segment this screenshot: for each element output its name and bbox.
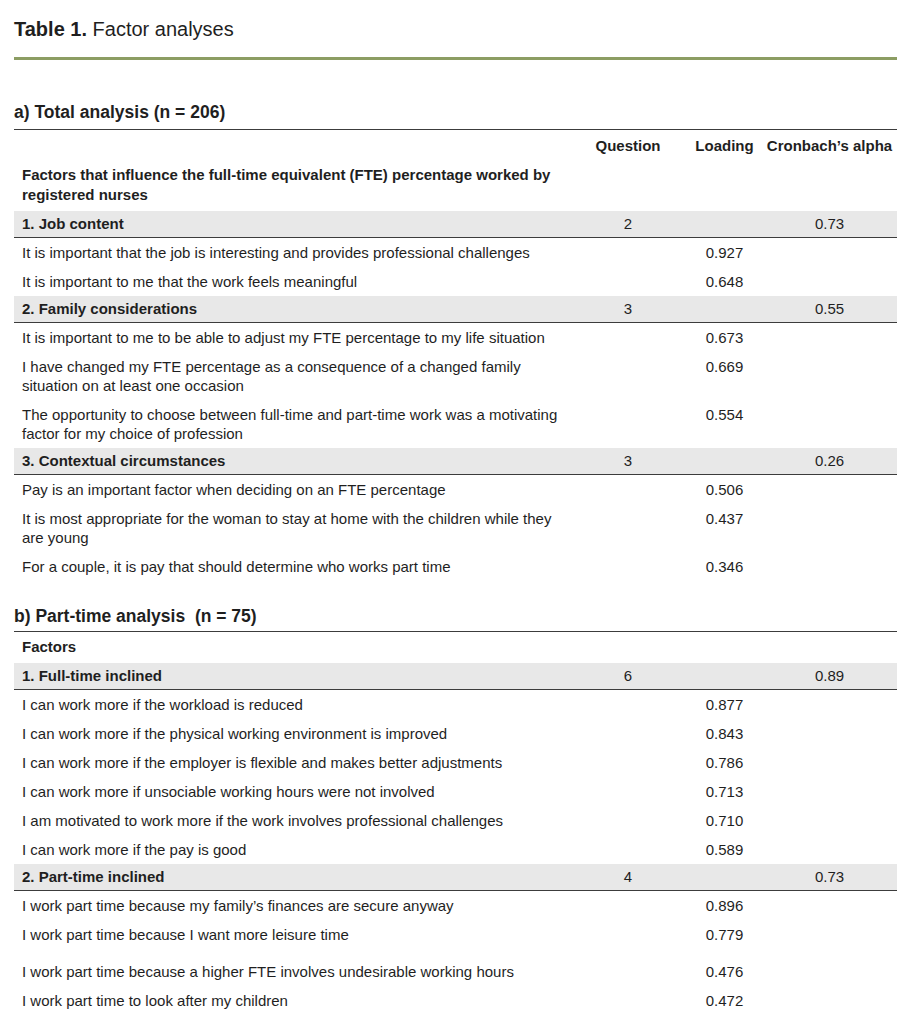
factor-question-count: 3 bbox=[569, 448, 687, 475]
item-loading: 0.896 bbox=[687, 891, 762, 921]
item-row: For a couple, it is pay that should dete… bbox=[14, 552, 897, 581]
table-subheading: Factors that influence the full-time equ… bbox=[22, 165, 574, 205]
item-row: I can work more if the employer is flexi… bbox=[14, 748, 897, 777]
item-loading: 0.589 bbox=[687, 835, 762, 864]
item-loading: 0.346 bbox=[687, 552, 762, 581]
factor-name: 1. Job content bbox=[14, 211, 569, 238]
item-row: It is important that the job is interest… bbox=[14, 238, 897, 268]
item-text: I can work more if the workload is reduc… bbox=[14, 690, 569, 720]
item-row: I work part time because my family’s fin… bbox=[14, 891, 897, 921]
total-analysis-table: Question Loading Cronbach’s alpha Factor… bbox=[14, 129, 897, 581]
factor-question-count: 4 bbox=[569, 864, 687, 891]
item-text: I can work more if the pay is good bbox=[14, 835, 569, 864]
factor-row: 2. Part-time inclined 4 0.73 bbox=[14, 864, 897, 891]
factor-row: 1. Job content 2 0.73 bbox=[14, 211, 897, 238]
table-subheading-row: Factors bbox=[14, 632, 897, 664]
item-loading: 0.472 bbox=[687, 986, 762, 1015]
item-text: I am motivated to work more if the work … bbox=[14, 806, 569, 835]
item-text: I work part time because I want more lei… bbox=[14, 920, 569, 949]
column-header-row: Question Loading Cronbach’s alpha bbox=[14, 130, 897, 161]
item-text: I can work more if the physical working … bbox=[14, 719, 569, 748]
item-text: I can work more if the employer is flexi… bbox=[14, 748, 569, 777]
item-text: I have changed my FTE percentage as a co… bbox=[14, 352, 569, 400]
item-text: It is most appropriate for the woman to … bbox=[14, 504, 569, 552]
item-text: Pay is an important factor when deciding… bbox=[14, 475, 569, 505]
item-text: For a couple, it is pay that should dete… bbox=[14, 552, 569, 581]
item-loading: 0.476 bbox=[687, 949, 762, 986]
factor-name: 3. Contextual circumstances bbox=[14, 448, 569, 475]
item-row: I am motivated to work more if the work … bbox=[14, 806, 897, 835]
table-subheading: Factors bbox=[22, 637, 889, 657]
factor-question-count: 2 bbox=[569, 211, 687, 238]
factor-name: 2. Family considerations bbox=[14, 296, 569, 323]
factor-question-count: 6 bbox=[569, 663, 687, 690]
item-text: I work part time because my family’s fin… bbox=[14, 891, 569, 921]
item-row: Pay is an important factor when deciding… bbox=[14, 475, 897, 505]
item-loading: 0.710 bbox=[687, 806, 762, 835]
factor-cronbach-alpha: 0.73 bbox=[762, 211, 897, 238]
table-number-label: Table 1. bbox=[14, 18, 87, 40]
page: Table 1. Factor analyses a) Total analys… bbox=[0, 0, 911, 1024]
item-loading: 0.506 bbox=[687, 475, 762, 505]
item-row: I have changed my FTE percentage as a co… bbox=[14, 352, 897, 400]
question-column-header: Question bbox=[569, 130, 687, 161]
table-title-text: Factor analyses bbox=[87, 18, 234, 40]
item-row: I can work more if the physical working … bbox=[14, 719, 897, 748]
factor-cronbach-alpha: 0.55 bbox=[762, 296, 897, 323]
table-subheading-row: Factors that influence the full-time equ… bbox=[14, 160, 897, 211]
section-total-analysis: a) Total analysis (n = 206) Question Loa… bbox=[14, 100, 897, 581]
statement-column-header bbox=[14, 130, 569, 161]
item-text: It is important to me to be able to adju… bbox=[14, 323, 569, 353]
item-row: I work part time because I want more lei… bbox=[14, 920, 897, 949]
item-loading: 0.673 bbox=[687, 323, 762, 353]
factor-row: 1. Full-time inclined 6 0.89 bbox=[14, 663, 897, 690]
factor-name: 2. Part-time inclined bbox=[14, 864, 569, 891]
item-loading: 0.554 bbox=[687, 400, 762, 448]
item-loading: 0.779 bbox=[687, 920, 762, 949]
item-loading: 0.437 bbox=[687, 504, 762, 552]
section-b-heading: b) Part-time analysis (n = 75) bbox=[14, 604, 897, 628]
item-row: The opportunity to choose between full-t… bbox=[14, 400, 897, 448]
item-row: It is most appropriate for the woman to … bbox=[14, 504, 897, 552]
item-text: I work part time because a higher FTE in… bbox=[14, 949, 569, 986]
section-part-time-analysis: b) Part-time analysis (n = 75) Factors 1… bbox=[14, 604, 897, 1015]
page-title: Table 1. Factor analyses bbox=[14, 16, 897, 42]
factor-question-count: 3 bbox=[569, 296, 687, 323]
factor-row: 3. Contextual circumstances 3 0.26 bbox=[14, 448, 897, 475]
item-text: The opportunity to choose between full-t… bbox=[14, 400, 569, 448]
item-loading: 0.877 bbox=[687, 690, 762, 720]
item-row: I work part time because a higher FTE in… bbox=[14, 949, 897, 986]
factor-cronbach-alpha: 0.26 bbox=[762, 448, 897, 475]
item-loading: 0.786 bbox=[687, 748, 762, 777]
item-row: I can work more if unsociable working ho… bbox=[14, 777, 897, 806]
item-text: It is important to me that the work feel… bbox=[14, 267, 569, 296]
item-text: I can work more if unsociable working ho… bbox=[14, 777, 569, 806]
section-a-heading: a) Total analysis (n = 206) bbox=[14, 100, 897, 124]
part-time-analysis-table: Factors 1. Full-time inclined 6 0.89 I c… bbox=[14, 631, 897, 1015]
item-text: I work part time to look after my childr… bbox=[14, 986, 569, 1015]
loading-column-header: Loading bbox=[687, 130, 762, 161]
item-loading: 0.927 bbox=[687, 238, 762, 268]
factor-cronbach-alpha: 0.73 bbox=[762, 864, 897, 891]
factor-row: 2. Family considerations 3 0.55 bbox=[14, 296, 897, 323]
factor-name: 1. Full-time inclined bbox=[14, 663, 569, 690]
item-row: It is important to me that the work feel… bbox=[14, 267, 897, 296]
item-row: I can work more if the pay is good 0.589 bbox=[14, 835, 897, 864]
item-text: It is important that the job is interest… bbox=[14, 238, 569, 268]
item-loading: 0.648 bbox=[687, 267, 762, 296]
item-row: I can work more if the workload is reduc… bbox=[14, 690, 897, 720]
cronbach-column-header: Cronbach’s alpha bbox=[762, 130, 897, 161]
item-loading: 0.843 bbox=[687, 719, 762, 748]
item-row: I work part time to look after my childr… bbox=[14, 986, 897, 1015]
item-loading: 0.669 bbox=[687, 352, 762, 400]
item-loading: 0.713 bbox=[687, 777, 762, 806]
factor-cronbach-alpha: 0.89 bbox=[762, 663, 897, 690]
top-accent-rule bbox=[14, 57, 897, 60]
item-row: It is important to me to be able to adju… bbox=[14, 323, 897, 353]
